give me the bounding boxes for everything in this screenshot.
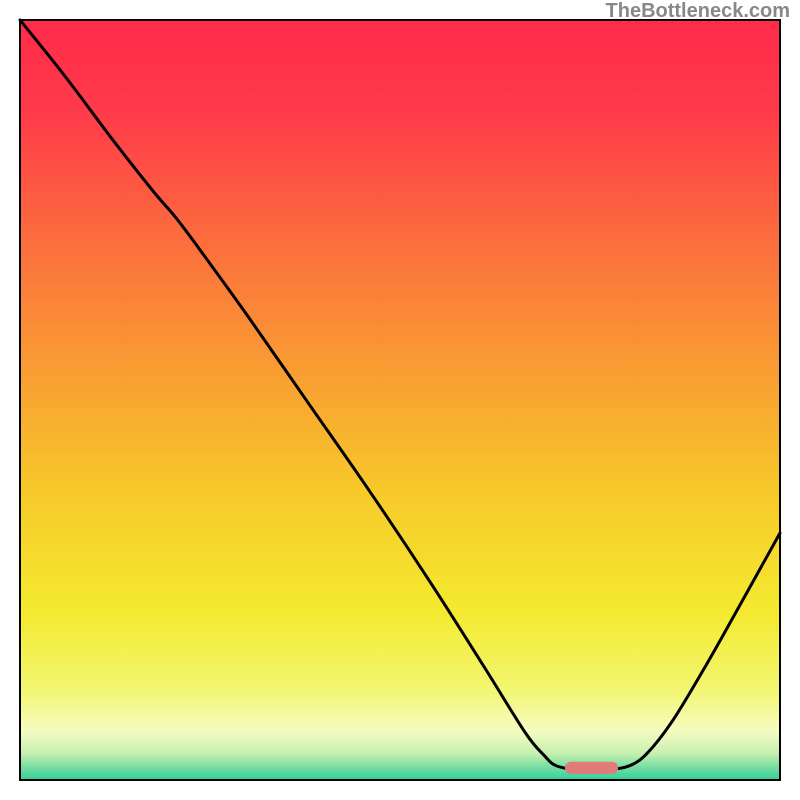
optimal-marker <box>565 762 618 774</box>
watermark-text: TheBottleneck.com <box>606 0 790 23</box>
plot-background <box>20 20 780 780</box>
